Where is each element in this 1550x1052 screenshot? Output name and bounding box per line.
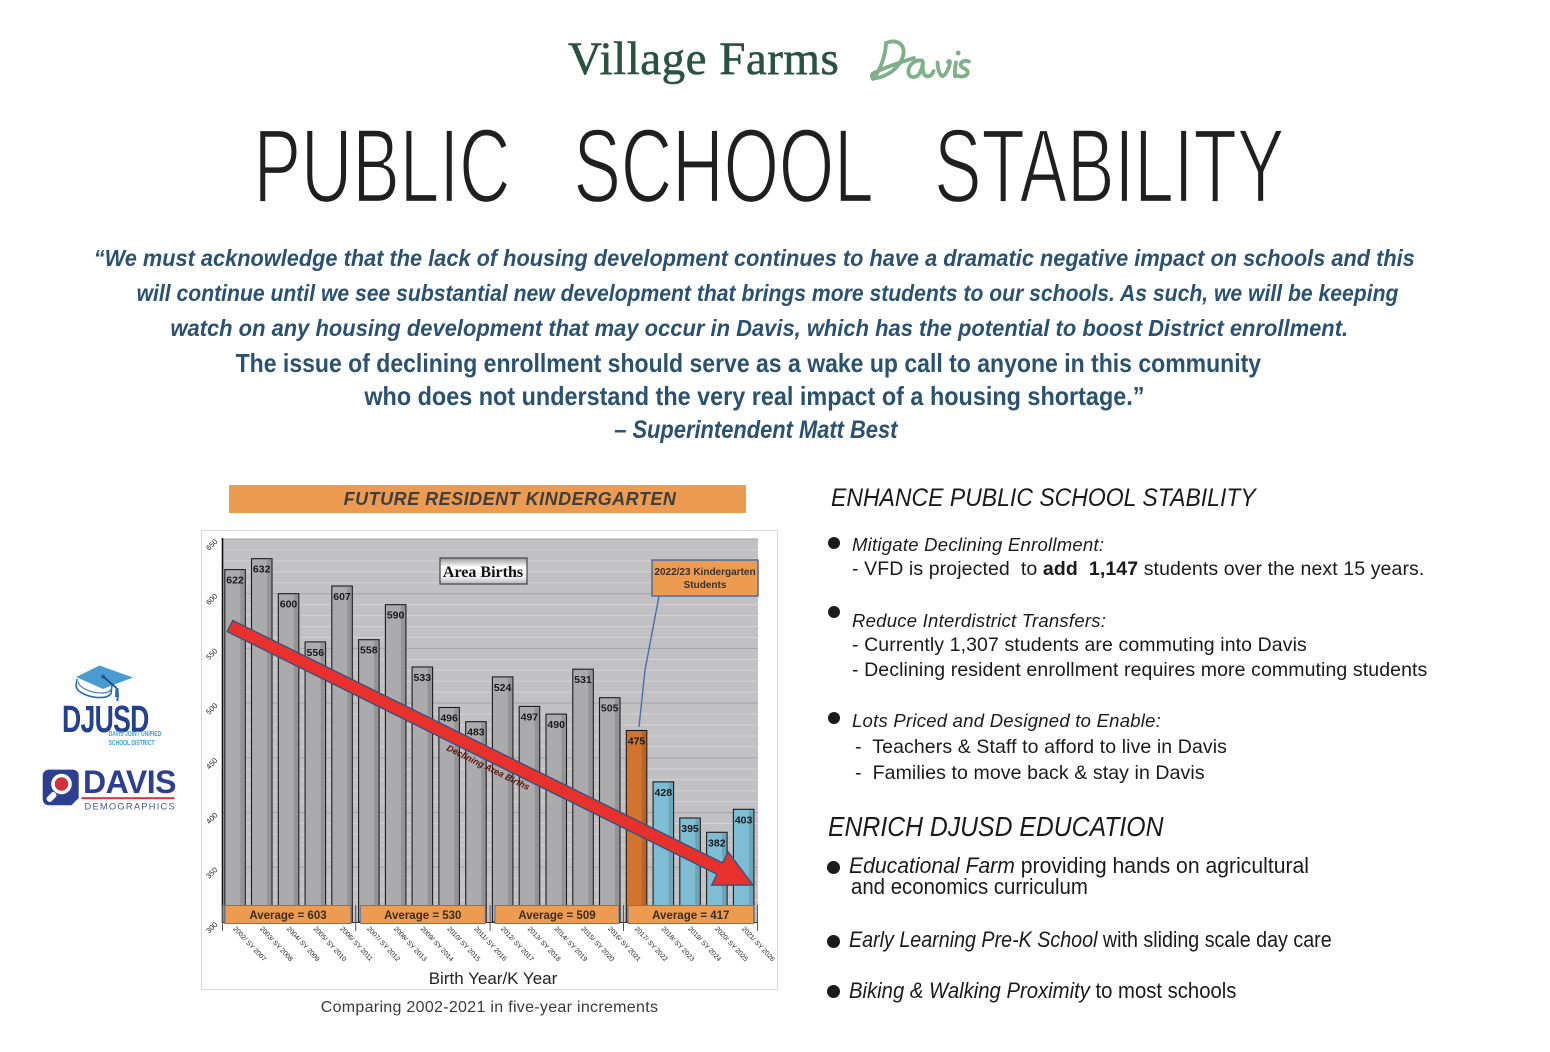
svg-text:2022/23 Kindergarten: 2022/23 Kindergarten [654, 567, 755, 578]
svg-text:DEMOGRAPHICS: DEMOGRAPHICS [85, 802, 176, 812]
svg-text:533: 533 [414, 672, 432, 684]
svg-text:SCHOOL DISTRICT: SCHOOL DISTRICT [109, 739, 155, 747]
svg-text:600: 600 [280, 599, 298, 611]
svg-text:556: 556 [307, 647, 325, 659]
svg-text:497: 497 [521, 711, 539, 723]
svg-text:Average = 530: Average = 530 [384, 910, 461, 922]
svg-text:607: 607 [333, 591, 351, 603]
svg-text:Average = 509: Average = 509 [518, 910, 595, 922]
svg-text:403: 403 [735, 814, 753, 826]
svg-text:558: 558 [360, 645, 378, 657]
svg-text:395: 395 [681, 823, 699, 835]
svg-text:428: 428 [655, 787, 673, 799]
svg-text:DAVIS: DAVIS [83, 764, 176, 800]
svg-text:Students: Students [684, 580, 727, 591]
svg-text:DAVIS JOINT UNIFIED: DAVIS JOINT UNIFIED [109, 730, 162, 738]
svg-text:590: 590 [387, 610, 405, 622]
svg-text:Birth Year/K Year: Birth Year/K Year [429, 969, 558, 988]
svg-text:622: 622 [226, 575, 244, 587]
svg-text:490: 490 [547, 719, 565, 731]
svg-text:Average = 417: Average = 417 [652, 910, 729, 922]
svg-text:496: 496 [440, 713, 458, 725]
svg-text:475: 475 [628, 736, 646, 748]
svg-text:DJUSD: DJUSD [62, 697, 149, 740]
svg-text:632: 632 [253, 564, 271, 576]
svg-text:505: 505 [601, 703, 619, 715]
svg-text:Average = 603: Average = 603 [249, 910, 326, 922]
svg-text:524: 524 [494, 682, 512, 694]
svg-text:382: 382 [708, 837, 726, 849]
svg-text:Area Births: Area Births [443, 564, 523, 581]
svg-text:483: 483 [467, 727, 485, 739]
svg-text:531: 531 [574, 674, 592, 686]
